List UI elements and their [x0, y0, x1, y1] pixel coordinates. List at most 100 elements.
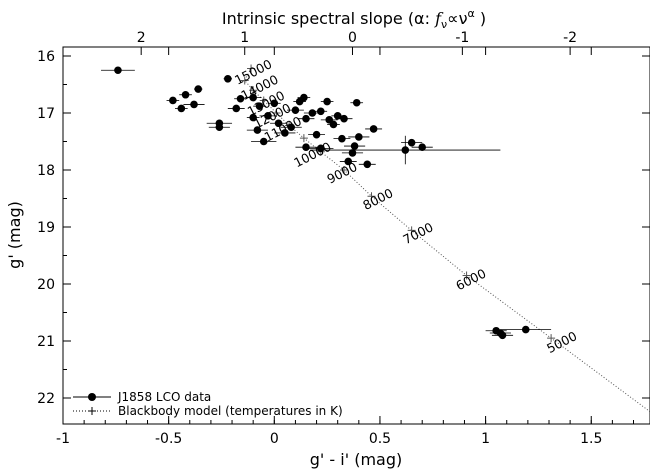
top-tick-label: -1: [455, 30, 469, 46]
data-point: [215, 123, 224, 132]
data-point: [236, 94, 245, 103]
data-point: [259, 137, 268, 146]
top-axis-title-suffix: ): [475, 9, 486, 28]
lco-data-series: [101, 66, 552, 340]
blackbody-point-marker: [340, 166, 349, 174]
data-point: [401, 146, 410, 154]
data-point: [308, 109, 317, 117]
data-point: [281, 129, 289, 137]
data-point: [355, 133, 363, 141]
top-axis-title-nu-sup: α: [468, 7, 475, 20]
top-tick-label: 1: [240, 30, 249, 46]
top-tick-label: 2: [137, 30, 146, 46]
data-point: [287, 123, 296, 132]
y-tick-label: 17: [37, 106, 55, 122]
temperature-label: 6000: [453, 265, 488, 293]
data-point: [253, 126, 262, 134]
plot-frame: [62, 46, 650, 425]
data-point: [363, 160, 372, 169]
data-point: [270, 99, 279, 108]
data-point: [418, 143, 427, 151]
legend-data-label: J1858 LCO data: [117, 390, 211, 404]
data-point: [232, 104, 241, 113]
blackbody-point-marker: [407, 226, 416, 235]
data-point: [348, 149, 357, 157]
data-point: [194, 85, 203, 93]
data-point: [291, 106, 300, 114]
blackbody-point-marker: [240, 76, 249, 85]
x-tick-label: 1: [481, 431, 490, 447]
data-point: [114, 66, 122, 75]
data-point: [352, 98, 361, 107]
blackbody-point-marker: [247, 64, 256, 73]
top-axis-title-f: f: [434, 9, 444, 28]
data-point: [302, 143, 310, 151]
temperature-labels: 1500014000130001200011000100009000800070…: [232, 56, 579, 356]
y-tick-label: 16: [37, 49, 55, 65]
blackbody-model-series: [240, 64, 650, 413]
y-tick-label: 21: [37, 334, 55, 350]
legend: J1858 LCO data Blackbody model (temperat…: [73, 390, 343, 418]
data-point: [181, 90, 190, 99]
data-point: [177, 104, 186, 113]
blackbody-point-marker: [462, 271, 471, 280]
legend-data-marker: [88, 393, 96, 401]
data-point: [249, 93, 257, 102]
temperature-label: 10000: [291, 139, 333, 170]
temperature-label: 5000: [544, 328, 579, 356]
top-axis-title-prefix: Intrinsic spectral slope (α:: [222, 9, 435, 28]
top-axis-title-nu: ν: [459, 9, 468, 28]
data-point: [333, 112, 342, 120]
data-point: [274, 119, 283, 128]
data-point: [190, 100, 198, 109]
data-point: [323, 97, 331, 106]
x-tick-label: 0: [270, 431, 279, 447]
x-tick-label: 1.5: [580, 431, 602, 447]
top-tick-label: 0: [348, 30, 357, 46]
blackbody-point-marker: [259, 96, 268, 105]
data-point: [498, 331, 507, 340]
y-tick-label: 20: [37, 277, 55, 293]
blackbody-point-marker: [299, 134, 308, 143]
blackbody-point-marker: [547, 334, 556, 343]
data-point: [316, 107, 325, 116]
x-tick-label: 0.5: [369, 431, 391, 447]
data-point: [340, 114, 348, 123]
x-tick-label: -0.5: [155, 431, 182, 447]
top-axis-title-prop: ∝: [447, 9, 458, 28]
x-axis-title: g' - i' (mag): [310, 450, 402, 469]
top-axis-title-f-sub: ν: [441, 18, 447, 31]
data-point: [302, 114, 310, 123]
data-point: [344, 157, 353, 166]
data-point: [369, 125, 378, 133]
blackbody-point-marker: [367, 192, 376, 201]
top-axis-title: Intrinsic spectral slope (α: fν∝να ): [222, 7, 486, 31]
top-tick-label: -2: [563, 30, 577, 46]
data-point: [169, 96, 177, 105]
data-point: [249, 113, 257, 122]
x-tick-label: -1: [56, 431, 70, 447]
data-point: [264, 112, 272, 120]
data-point: [407, 138, 416, 147]
data-point: [300, 93, 308, 102]
temperature-label: 9000: [324, 159, 359, 187]
data-point: [329, 120, 338, 129]
y-axis-title: g' (mag): [5, 201, 24, 269]
legend-model-label: Blackbody model (temperatures in K): [118, 404, 343, 418]
data-point: [338, 134, 346, 143]
legend-model-marker: [88, 407, 96, 415]
temperature-label: 8000: [360, 185, 395, 213]
data-point: [316, 144, 325, 153]
y-tick-label: 19: [37, 220, 55, 236]
data-point: [521, 325, 530, 334]
temperature-label: 7000: [400, 219, 435, 247]
data-point: [224, 75, 232, 83]
data-point: [312, 130, 321, 139]
y-tick-label: 18: [37, 163, 55, 179]
y-tick-label: 22: [37, 391, 55, 407]
data-point: [350, 142, 359, 150]
data-point: [255, 102, 264, 110]
blackbody-curve-line: [244, 68, 650, 413]
